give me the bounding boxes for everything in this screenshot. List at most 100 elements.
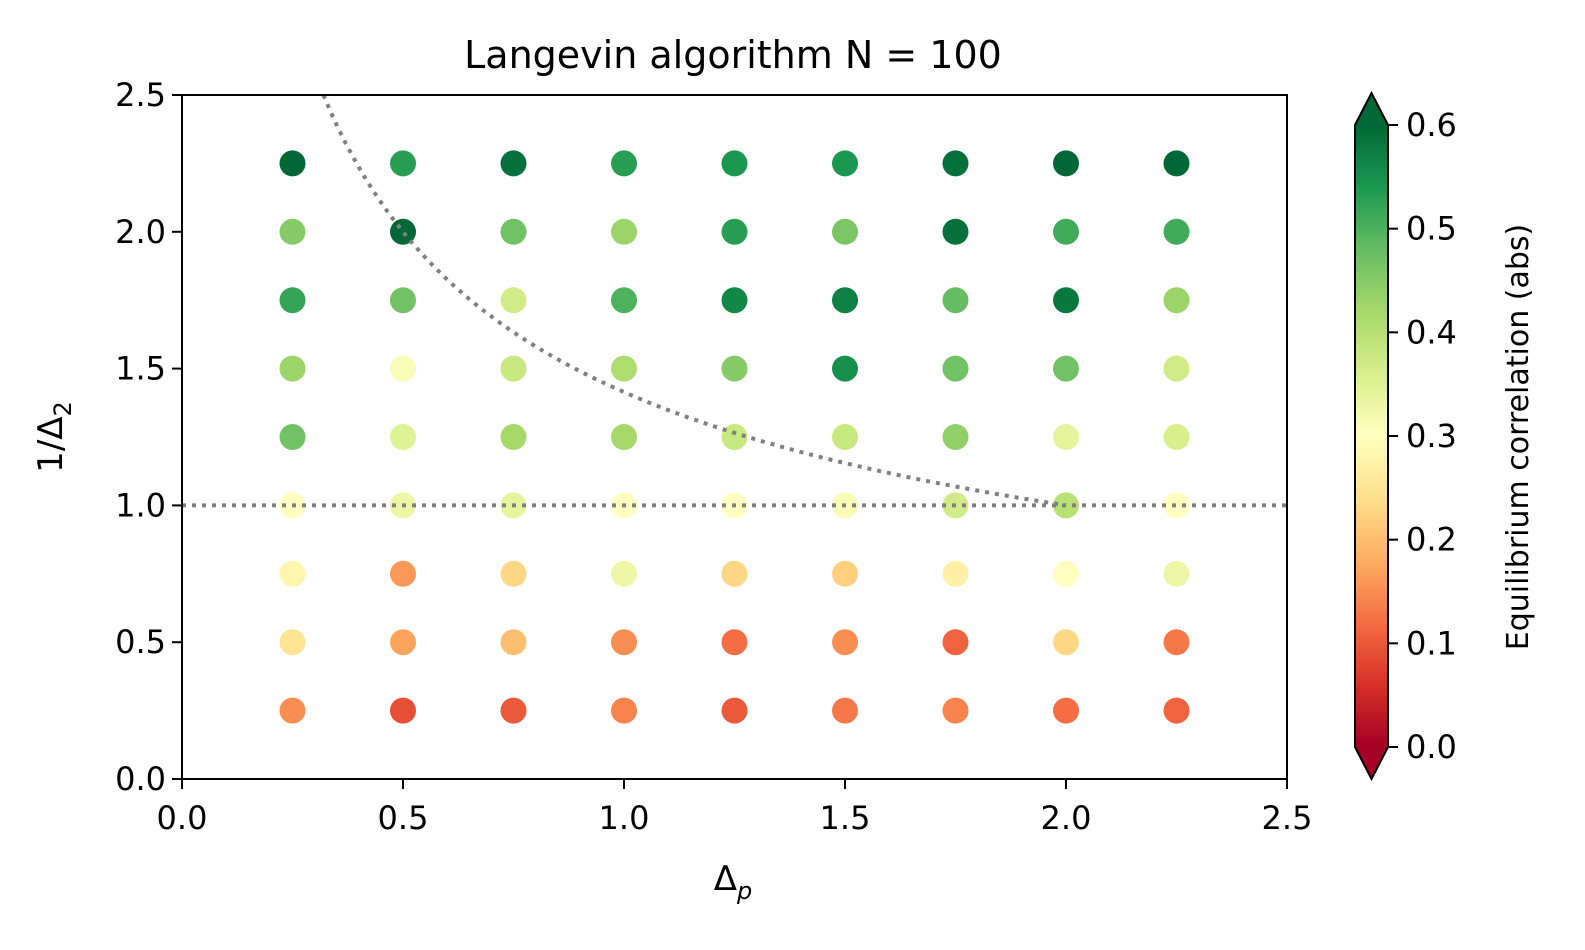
colorbar-ticks: 0.0 0.1 0.2 0.3 0.4 0.5 0.6 bbox=[1388, 106, 1457, 766]
scatter-point bbox=[721, 424, 748, 450]
scatter-point bbox=[1163, 629, 1190, 656]
scatter-point bbox=[611, 150, 637, 177]
scatter-point bbox=[1053, 287, 1079, 314]
scatter-point bbox=[279, 150, 306, 177]
scatter-point bbox=[942, 560, 969, 587]
y-tick-label: 1.5 bbox=[115, 350, 166, 388]
x-tick-label: 1.0 bbox=[599, 799, 650, 837]
scatter-point bbox=[390, 218, 416, 245]
reference-lines bbox=[182, 94, 1287, 508]
scatter-point bbox=[721, 355, 748, 382]
scatter-point bbox=[500, 355, 527, 382]
scatter-point bbox=[1053, 218, 1079, 245]
scatter-point bbox=[390, 150, 416, 177]
scatter-point bbox=[279, 629, 306, 656]
scatter-point bbox=[721, 629, 748, 656]
x-tick-label: 0.0 bbox=[157, 799, 208, 837]
scatter-point bbox=[1163, 424, 1190, 450]
x-tick-label: 1.5 bbox=[820, 799, 871, 837]
scatter-point bbox=[390, 560, 416, 587]
x-axis-ticks: 0.0 0.5 1.0 1.5 2.0 2.5 bbox=[157, 779, 1313, 837]
scatter-point bbox=[942, 355, 969, 382]
scatter-point bbox=[611, 560, 637, 587]
scatter-point bbox=[1053, 560, 1079, 587]
y-tick-label: 2.0 bbox=[115, 213, 166, 251]
y-tick-label: 0.5 bbox=[115, 623, 166, 661]
scatter-point bbox=[500, 287, 527, 314]
colorbar-tick-label: 0.5 bbox=[1406, 210, 1457, 248]
y-tick-label: 2.5 bbox=[115, 76, 166, 114]
scatter-point bbox=[942, 150, 969, 177]
colorbar: 0.0 0.1 0.2 0.3 0.4 0.5 0.6 Equilibrium correl… bbox=[1354, 90, 1536, 782]
scatter-point bbox=[390, 629, 416, 656]
colorbar-tick-label: 0.2 bbox=[1406, 521, 1457, 559]
scatter-point bbox=[1163, 697, 1190, 724]
scatter-point bbox=[942, 697, 969, 724]
colorbar-tick-label: 0.4 bbox=[1406, 313, 1457, 351]
colorbar-extend-bottom bbox=[1355, 747, 1388, 779]
scatter-point bbox=[1163, 560, 1190, 587]
scatter-point bbox=[1053, 424, 1079, 450]
scatter-point bbox=[832, 629, 858, 656]
x-tick-label: 2.0 bbox=[1041, 799, 1092, 837]
scatter-point bbox=[611, 287, 637, 314]
scatter-point bbox=[611, 355, 637, 382]
plot-area-frame bbox=[181, 94, 1288, 780]
scatter-point bbox=[832, 287, 858, 314]
scatter-point bbox=[942, 287, 969, 314]
scatter-point bbox=[1053, 355, 1079, 382]
scatter-point bbox=[942, 424, 969, 450]
colorbar-tick-label: 0.3 bbox=[1406, 417, 1457, 455]
scatter-point bbox=[1163, 150, 1190, 177]
scatter-point bbox=[279, 218, 306, 245]
scatter-point bbox=[942, 629, 969, 656]
colorbar-tick-label: 0.1 bbox=[1406, 624, 1457, 662]
y-tick-label: 0.0 bbox=[115, 760, 166, 798]
scatter-point bbox=[390, 697, 416, 724]
scatter-point bbox=[611, 218, 637, 245]
scatter-point bbox=[500, 697, 527, 724]
scatter-point bbox=[279, 287, 306, 314]
colorbar-gradient bbox=[1355, 125, 1388, 747]
scatter-point bbox=[611, 424, 637, 450]
x-tick-label: 0.5 bbox=[378, 799, 429, 837]
y-axis-ticks: 0.0 0.5 1.0 1.5 2.0 2.5 bbox=[115, 76, 182, 798]
scatter-point bbox=[1163, 218, 1190, 245]
y-axis-label: 1/Δ2 bbox=[31, 401, 77, 473]
scatter-point bbox=[611, 697, 637, 724]
scatter-point bbox=[500, 424, 527, 450]
scatter-point bbox=[390, 355, 416, 382]
scatter-point bbox=[279, 560, 306, 587]
chart-title: Langevin algorithm N = 100 bbox=[464, 33, 1002, 77]
scatter-point bbox=[1053, 150, 1079, 177]
x-axis-label: Δp bbox=[714, 859, 753, 905]
scatter-point bbox=[1163, 492, 1190, 519]
scatter-point bbox=[500, 150, 527, 177]
scatter-point bbox=[1163, 355, 1190, 382]
scatter-point bbox=[832, 218, 858, 245]
x-tick-label: 2.5 bbox=[1262, 799, 1313, 837]
y-tick-label: 1.0 bbox=[115, 486, 166, 524]
scatter-point bbox=[832, 697, 858, 724]
scatter-point bbox=[500, 629, 527, 656]
scatter-point bbox=[721, 150, 748, 177]
colorbar-tick-label: 0.0 bbox=[1406, 728, 1457, 766]
scatter-point bbox=[500, 218, 527, 245]
scatter-point bbox=[721, 697, 748, 724]
scatter-point bbox=[721, 218, 748, 245]
scatter-point bbox=[279, 424, 306, 450]
scatter-point bbox=[500, 560, 527, 587]
scatter-point bbox=[390, 424, 416, 450]
scatter-point bbox=[279, 697, 306, 724]
scatter-point bbox=[832, 424, 858, 450]
scatter-point bbox=[279, 355, 306, 382]
scatter-point bbox=[832, 355, 858, 382]
scatter-point bbox=[721, 560, 748, 587]
scatter-point bbox=[721, 287, 748, 314]
scatter-point bbox=[832, 150, 858, 177]
scatter-point bbox=[1053, 697, 1079, 724]
colorbar-tick-label: 0.6 bbox=[1406, 106, 1457, 144]
scatter-point bbox=[942, 218, 969, 245]
scatter-point bbox=[390, 287, 416, 314]
